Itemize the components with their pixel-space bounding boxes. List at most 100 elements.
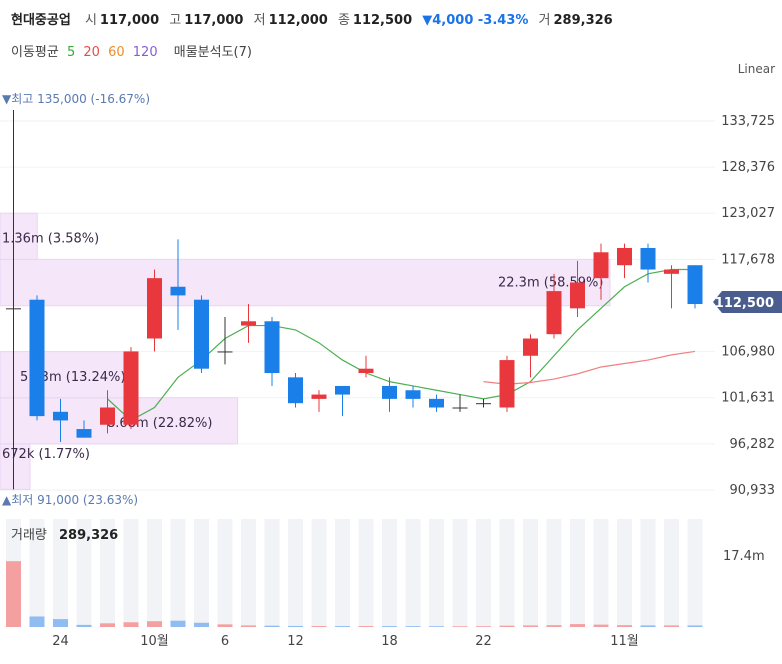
volume-bar <box>452 626 468 627</box>
volume-bg <box>100 519 115 627</box>
candle-body <box>288 377 303 404</box>
candle-body <box>593 252 609 279</box>
x-tick-label: 24 <box>52 634 69 649</box>
volume-bar <box>499 625 515 627</box>
volume-bar <box>570 624 585 627</box>
volume-bg <box>288 519 303 627</box>
y-tick-label: 133,725 <box>721 114 775 129</box>
y-tick-label: 90,933 <box>730 483 776 498</box>
volume-bar <box>358 626 374 627</box>
volume-profile-label: 672k (1.77%) <box>2 447 90 462</box>
y-tick-label: 128,376 <box>721 160 775 175</box>
high-label: 고 <box>169 13 182 28</box>
candles <box>6 110 703 490</box>
volume-profile-label: 5.03m (13.24%) <box>20 370 125 385</box>
volume-bg <box>29 519 45 627</box>
y-tick-label: 123,027 <box>721 206 775 221</box>
volume-profile-bar <box>0 258 611 307</box>
candle-body <box>429 398 444 408</box>
candle-body <box>29 299 45 417</box>
candle-body <box>382 385 397 399</box>
volume-profile: 672k (1.77%) 8.68m (22.82%) 5.03m (13.24%)… <box>0 212 611 490</box>
candle-body <box>76 429 92 438</box>
volume-bar <box>476 626 491 627</box>
candle-body <box>217 351 233 353</box>
volume-bar <box>241 625 256 627</box>
volume-profile-bar <box>0 212 38 260</box>
low-label: 저 <box>253 13 266 28</box>
ma-period-120: 120 <box>132 45 158 60</box>
volume-tick: 17.4m <box>723 549 765 564</box>
volume-bar <box>123 622 139 627</box>
volume-bg <box>593 519 609 627</box>
x-tick-label: 6 <box>221 634 229 649</box>
moving-average-legend[interactable]: 이동평균 5 20 60 120 매물분석도(7) <box>11 41 256 60</box>
low-value: 112,000 <box>268 13 328 28</box>
candle-body <box>358 368 374 374</box>
volume-bg <box>335 519 350 627</box>
x-tick-label: 18 <box>381 634 398 649</box>
volume-profile-label: 8.68m (22.82%) <box>107 416 212 431</box>
volume-bg <box>429 519 444 627</box>
low-marker: ▲최저 91,000 (23.63%) <box>2 493 138 507</box>
candle-body <box>546 291 562 335</box>
candle-body <box>405 390 421 399</box>
volume-header-label: 거 <box>538 13 551 28</box>
x-tick-label: 10월 <box>140 634 169 649</box>
candle-body <box>194 299 209 369</box>
quote-header: 현대중공업 시 117,000 고 117,000 저 112,000 종 112,50… <box>11 9 619 28</box>
volume-bg <box>217 519 233 627</box>
volume-bg <box>264 519 280 627</box>
close-value: 112,500 <box>352 13 413 28</box>
candle-body <box>53 411 68 421</box>
volume-bg <box>53 519 68 627</box>
volume-bar <box>100 623 115 627</box>
volume-bar <box>147 621 162 627</box>
ma-title: 이동평균 <box>11 45 59 60</box>
volume-bar <box>194 622 209 627</box>
volume-bg <box>405 519 421 627</box>
ma-period-60: 60 <box>108 45 125 60</box>
volume-profile-label: 1.36m (3.58%) <box>2 232 99 247</box>
volume-bg <box>194 519 209 627</box>
volume-legend: 거래량 289,326 <box>11 528 118 543</box>
volume-bg <box>570 519 585 627</box>
current-price-label: 112,500 <box>715 296 774 311</box>
scale-label[interactable]: Linear <box>738 62 775 76</box>
volume-profile-label: 22.3m (58.59%) <box>498 276 603 291</box>
candle-body <box>664 269 679 274</box>
volume-bar <box>593 624 609 627</box>
y-tick-label: 106,980 <box>721 345 775 360</box>
x-tick-label: 11월 <box>610 634 639 649</box>
change-value: ▼4,000 -3.43% <box>422 13 529 28</box>
candle-body <box>123 351 139 425</box>
candle-body <box>170 286 186 296</box>
close-label: 종 <box>337 13 350 28</box>
volume-bg <box>523 519 538 627</box>
candle-body <box>241 321 256 326</box>
volume-bar <box>264 625 280 627</box>
candle-body <box>640 247 656 270</box>
volume-profile-bar <box>0 397 239 445</box>
candle-body <box>147 278 162 339</box>
volume-profile-bar <box>0 351 139 399</box>
ma20-line <box>483 350 696 385</box>
volume-bg <box>76 519 92 627</box>
candle-body <box>570 282 585 309</box>
high-marker: ▼최고 135,000 (-16.67%) <box>2 92 150 106</box>
y-axis: 133,725 128,376 123,027 117,678 106,980 101,6… <box>721 114 775 498</box>
volume-bg <box>476 519 491 627</box>
stock-name: 현대중공업 <box>11 13 71 28</box>
volume-bg <box>170 519 186 627</box>
volume-bg <box>687 519 703 627</box>
volume-bar <box>217 624 233 627</box>
volume-bg <box>499 519 515 627</box>
volume-legend-label: 거래량 <box>11 528 47 543</box>
candle-body <box>100 407 115 425</box>
volume-bar <box>6 561 21 627</box>
candle-body <box>523 338 538 356</box>
x-axis: 24 10월 6 12 18 22 11월 <box>52 634 639 649</box>
volume-bar <box>53 619 68 627</box>
volume-bar <box>76 624 92 627</box>
